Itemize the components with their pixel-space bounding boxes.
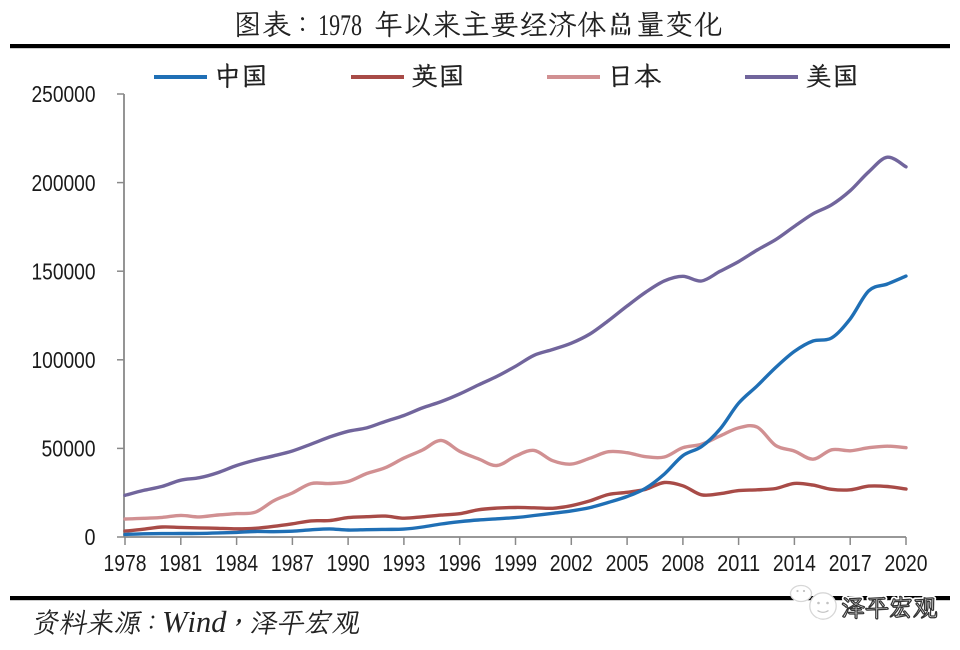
svg-text:0: 0 <box>85 524 96 550</box>
svg-text:250000: 250000 <box>32 81 96 107</box>
svg-text:2017: 2017 <box>829 550 872 576</box>
svg-text:1990: 1990 <box>327 550 370 576</box>
svg-text:100000: 100000 <box>32 347 96 373</box>
svg-text:1987: 1987 <box>271 550 314 576</box>
svg-text:150000: 150000 <box>32 258 96 284</box>
svg-text:50000: 50000 <box>42 436 96 462</box>
svg-text:2020: 2020 <box>885 550 928 576</box>
svg-text:200000: 200000 <box>32 170 96 196</box>
svg-text:2005: 2005 <box>606 550 649 576</box>
svg-text:2014: 2014 <box>773 550 816 576</box>
svg-text:1996: 1996 <box>438 550 481 576</box>
svg-text:2002: 2002 <box>550 550 593 576</box>
svg-text:1981: 1981 <box>159 550 202 576</box>
svg-text:2011: 2011 <box>717 550 760 576</box>
svg-text:1993: 1993 <box>382 550 425 576</box>
svg-text:1999: 1999 <box>494 550 537 576</box>
svg-text:1978: 1978 <box>104 550 147 576</box>
svg-text:1984: 1984 <box>215 550 258 576</box>
svg-text:2008: 2008 <box>661 550 704 576</box>
